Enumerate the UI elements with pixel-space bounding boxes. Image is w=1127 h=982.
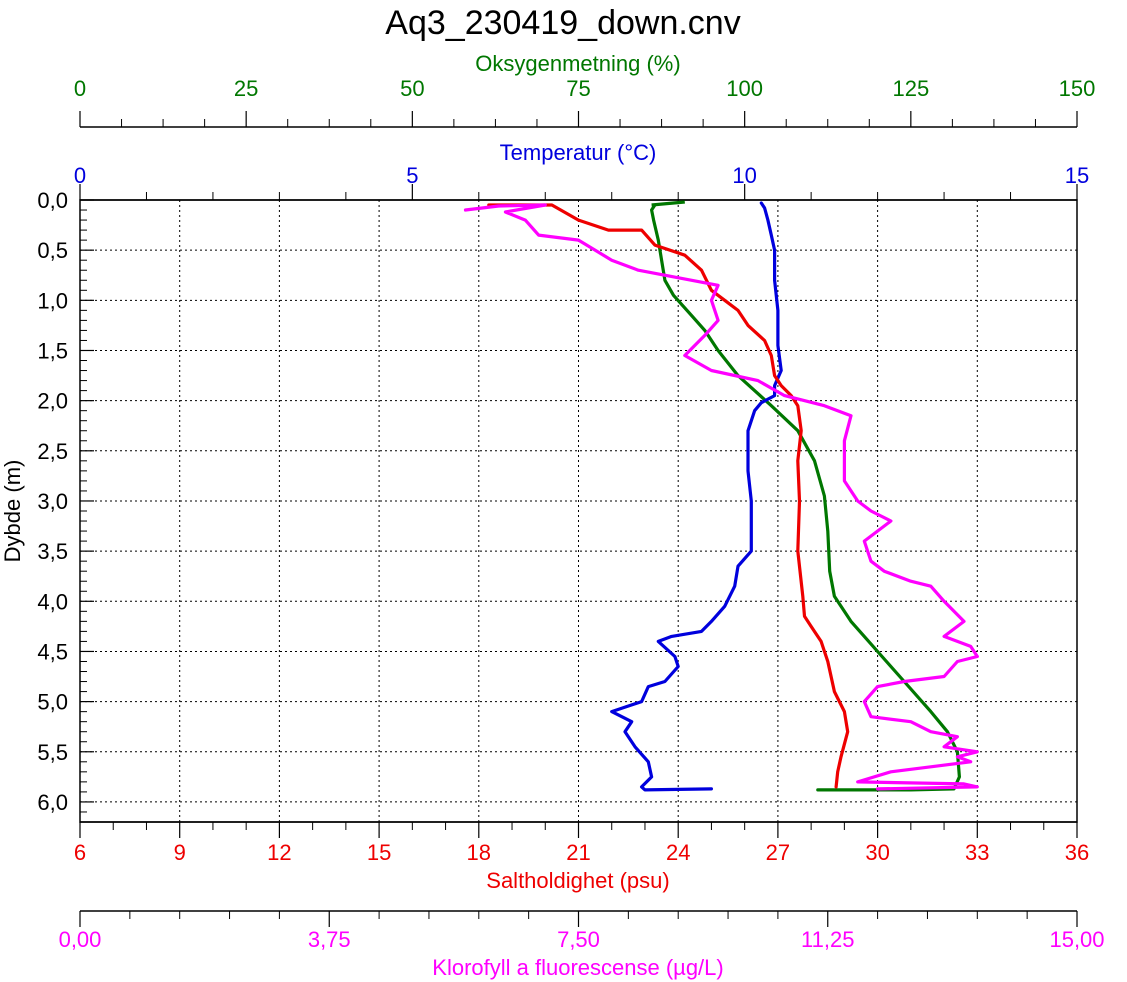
salinity-tick-label: 33: [965, 840, 989, 865]
temperature-tick-label: 5: [406, 163, 418, 188]
chlorophyll-tick-label: 3,75: [308, 927, 351, 952]
oxygen-tick-label: 25: [234, 76, 258, 101]
oxygen-tick-label: 0: [74, 76, 86, 101]
salinity-tick-label: 30: [865, 840, 889, 865]
chlorophyll-tick-label: 15,00: [1049, 927, 1104, 952]
depth-tick-label: 3,0: [37, 489, 68, 514]
depth-tick-label: 3,5: [37, 539, 68, 564]
chlorophyll-tick-label: 11,25: [801, 927, 854, 952]
salinity-tick-label: 21: [566, 840, 590, 865]
oxygen-axis-label: Oksygenmetning (%): [475, 51, 680, 76]
chlorophyll-axis: 0,00 3,75 7,50 11,25 15,00: [59, 910, 1105, 952]
chlorophyll-axis-label: Klorofyll a fluorescense (µg/L): [432, 955, 723, 980]
depth-tick-label: 4,0: [37, 589, 68, 614]
temperature-tick-label: 0: [74, 163, 86, 188]
depth-axis-label: Dybde (m): [0, 460, 25, 563]
oxygen-profile-top-segment: [651, 200, 685, 207]
oxygen-profile-line: [649, 203, 962, 792]
depth-tick-label: 0,5: [37, 238, 68, 263]
depth-axis: 0,0 0,5 1,0 1,5 2,0 2,5 3,0 3,5 4,0 4,5 5,0 5,5 6,0: [37, 188, 94, 823]
series-layer: [463, 200, 979, 792]
salinity-profile-line: [487, 203, 850, 789]
depth-tick-label: 1,0: [37, 288, 68, 313]
temperature-profile-line: [610, 201, 783, 792]
depth-tick-label: 6,0: [37, 790, 68, 815]
oxygen-tick-label: 125: [892, 76, 929, 101]
depth-tick-label: 4,5: [37, 639, 68, 664]
chlorophyll-tick-label: 7,50: [557, 927, 600, 952]
salinity-axis-label: Saltholdighet (psu): [486, 868, 669, 893]
salinity-axis: 6 9 12 15 18 21 24 27 30 33 36: [74, 821, 1089, 865]
depth-tick-label: 0,0: [37, 188, 68, 213]
salinity-tick-label: 6: [74, 840, 86, 865]
temperature-axis-label: Temperatur (°C): [500, 140, 657, 165]
temperature-axis: 0 5 10 15: [74, 163, 1089, 201]
salinity-tick-label: 36: [1065, 840, 1089, 865]
chlorophyll-tick-label: 0,00: [59, 927, 102, 952]
chlorophyll-profile-line: [463, 203, 979, 791]
oxygen-tick-label: 50: [400, 76, 424, 101]
plot-grid: [80, 200, 1077, 822]
salinity-tick-label: 27: [766, 840, 790, 865]
salinity-tick-label: 12: [267, 840, 291, 865]
oxygen-tick-label: 75: [566, 76, 590, 101]
oxygen-tick-label: 150: [1059, 76, 1096, 101]
oxygen-tick-label: 100: [726, 76, 763, 101]
temperature-tick-label: 15: [1065, 163, 1089, 188]
salinity-tick-label: 15: [367, 840, 391, 865]
salinity-tick-label: 24: [666, 840, 690, 865]
depth-tick-label: 5,5: [37, 740, 68, 765]
salinity-tick-label: 18: [467, 840, 491, 865]
depth-tick-label: 2,5: [37, 439, 68, 464]
depth-tick-label: 1,5: [37, 338, 68, 363]
depth-tick-label: 5,0: [37, 690, 68, 715]
temperature-tick-label: 10: [732, 163, 756, 188]
salinity-tick-label: 9: [174, 840, 186, 865]
oxygen-axis: 0 25 50 75 100 125 150: [74, 76, 1096, 128]
depth-tick-label: 2,0: [37, 389, 68, 414]
chart-title: Aq3_230419_down.cnv: [385, 4, 740, 42]
